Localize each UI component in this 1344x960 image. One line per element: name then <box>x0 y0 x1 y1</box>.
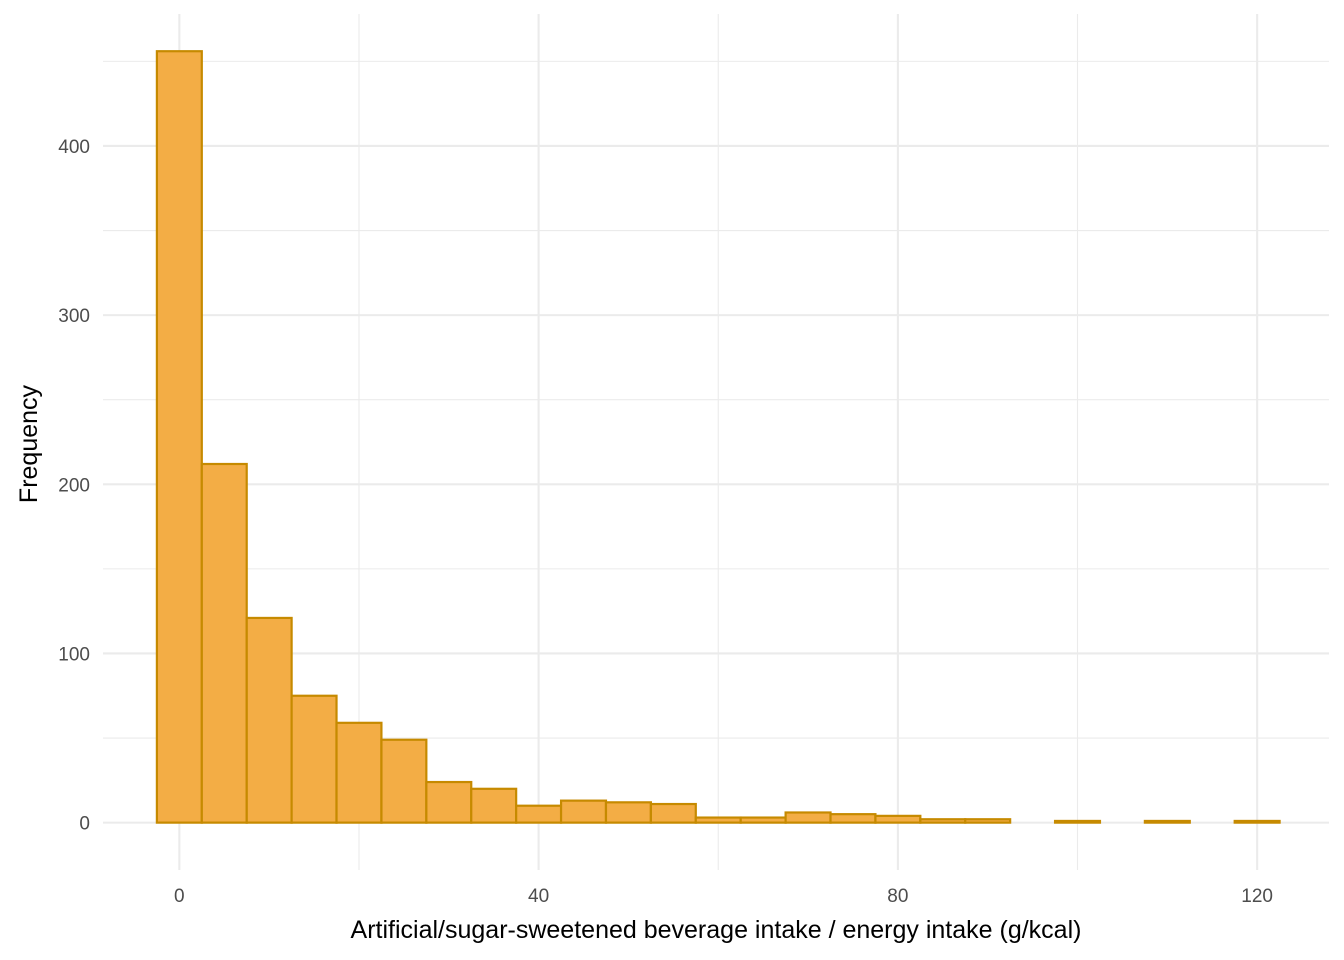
y-axis-tick-labels: 0 100 200 300 400 <box>58 137 90 835</box>
x-axis-tick-labels: 0 40 80 120 <box>174 886 1273 907</box>
x-tick-label: 40 <box>528 886 549 907</box>
minor-gridlines <box>103 14 1329 870</box>
histogram-bar <box>470 787 518 824</box>
histogram-bar <box>335 721 383 824</box>
y-axis-title: Frequency <box>15 384 43 503</box>
histogram-bar <box>380 738 428 824</box>
histogram-bar <box>1053 819 1102 824</box>
histogram-bar <box>245 616 293 824</box>
histogram-bar <box>604 801 652 824</box>
x-axis-title: Artificial/sugar-sweetened beverage inta… <box>351 916 1082 944</box>
histogram-bar <box>919 818 967 824</box>
x-tick-label: 0 <box>174 886 185 907</box>
histogram-bar <box>515 804 563 824</box>
histogram-bars <box>155 50 1281 824</box>
y-tick-label: 200 <box>58 475 90 496</box>
histogram-bar <box>290 694 338 824</box>
histogram-bar <box>155 50 203 824</box>
y-tick-label: 400 <box>58 137 90 158</box>
histogram-bar <box>1233 819 1281 824</box>
y-tick-label: 0 <box>79 814 90 835</box>
histogram-bar <box>425 780 473 824</box>
histogram-bar <box>784 811 832 824</box>
histogram-bar <box>874 814 922 824</box>
histogram-bar <box>964 818 1012 824</box>
x-tick-label: 80 <box>887 886 908 907</box>
y-tick-label: 300 <box>58 306 90 327</box>
histogram-bar <box>694 816 742 824</box>
histogram-bar <box>200 462 248 824</box>
histogram-bar <box>739 816 787 824</box>
x-tick-label: 120 <box>1241 886 1273 907</box>
histogram-bar <box>1143 819 1191 824</box>
histogram-bar <box>829 813 877 824</box>
histogram-bar <box>649 802 697 824</box>
histogram-bar <box>559 799 608 824</box>
y-tick-label: 100 <box>58 644 90 665</box>
